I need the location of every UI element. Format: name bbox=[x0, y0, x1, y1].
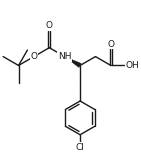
Text: O: O bbox=[107, 40, 114, 48]
Text: NH: NH bbox=[58, 52, 71, 61]
Text: Cl: Cl bbox=[76, 143, 84, 152]
Text: O: O bbox=[46, 21, 53, 30]
Text: OH: OH bbox=[126, 61, 140, 70]
Polygon shape bbox=[65, 57, 81, 67]
Text: O: O bbox=[30, 52, 37, 61]
